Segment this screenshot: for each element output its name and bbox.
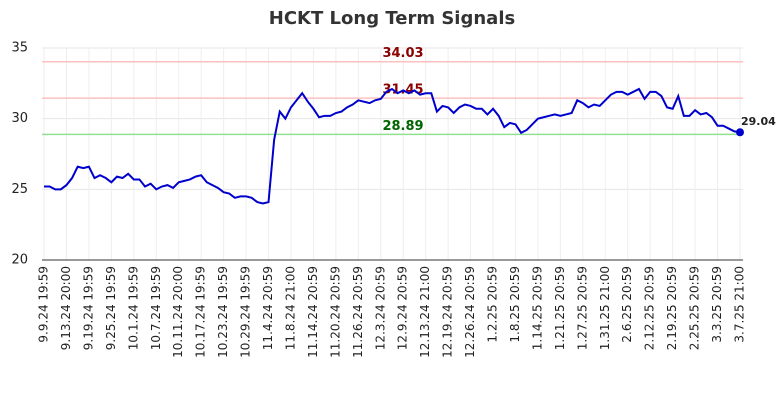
x-tick-label: 12.13.24 21:00 <box>418 266 432 358</box>
x-tick-label: 10.17.24 19:59 <box>194 266 208 358</box>
x-tick-label: 10.23.24 19:59 <box>216 266 230 358</box>
x-tick-label: 11.14.24 20:59 <box>306 266 320 358</box>
x-tick-label: 2.19.25 20:59 <box>665 266 679 350</box>
x-tick-label: 3.3.25 20:59 <box>710 266 724 343</box>
x-tick-label: 12.9.24 20:59 <box>396 266 410 350</box>
reference-label: 34.03 <box>382 46 423 61</box>
x-tick-label: 3.7.25 21:00 <box>733 266 747 343</box>
x-tick-label: 11.20.24 20:59 <box>328 266 342 358</box>
x-tick-label: 1.2.25 20:59 <box>486 266 500 343</box>
x-tick-label: 10.29.24 19:59 <box>239 266 253 358</box>
x-tick-label: 2.25.25 20:59 <box>688 266 702 350</box>
x-tick-label: 1.21.25 20:59 <box>553 266 567 350</box>
x-tick-label: 2.6.25 20:59 <box>620 266 634 343</box>
y-tick-label: 30 <box>11 111 28 126</box>
x-tick-label: 12.26.24 20:59 <box>463 266 477 358</box>
chart-title: HCKT Long Term Signals <box>269 8 515 29</box>
x-tick-label: 1.31.25 21:00 <box>598 266 612 350</box>
last-point <box>736 128 744 137</box>
reference-label: 28.89 <box>382 119 423 134</box>
x-tick-label: 9.13.24 20:00 <box>59 266 73 350</box>
last-value-label: 29.04 <box>741 115 776 128</box>
x-tick-label: 1.14.25 20:59 <box>530 266 544 350</box>
x-tick-label: 10.11.24 20:00 <box>171 266 185 358</box>
x-tick-label: 9.9.24 19:59 <box>37 266 51 343</box>
price-line <box>44 87 741 205</box>
x-tick-label: 9.19.24 19:59 <box>81 266 95 350</box>
x-tick-label: 10.1.24 19:59 <box>126 266 140 350</box>
x-tick-label: 12.19.24 20:59 <box>441 266 455 358</box>
y-tick-label: 25 <box>11 182 28 197</box>
x-tick-label: 2.12.25 20:59 <box>643 266 657 350</box>
x-tick-label: 1.27.25 20:59 <box>575 266 589 350</box>
x-tick-label: 1.8.25 20:59 <box>508 266 522 343</box>
x-tick-label: 9.25.24 19:59 <box>104 266 118 350</box>
x-tick-label: 10.7.24 19:59 <box>149 266 163 350</box>
x-tick-label: 11.8.24 21:00 <box>283 266 297 350</box>
x-tick-label: 11.4.24 20:59 <box>261 266 275 350</box>
x-tick-label: 11.26.24 20:59 <box>351 266 365 358</box>
x-tick-label: 12.3.24 20:59 <box>373 266 387 350</box>
y-tick-label: 20 <box>11 253 28 268</box>
y-tick-label: 35 <box>11 41 28 56</box>
